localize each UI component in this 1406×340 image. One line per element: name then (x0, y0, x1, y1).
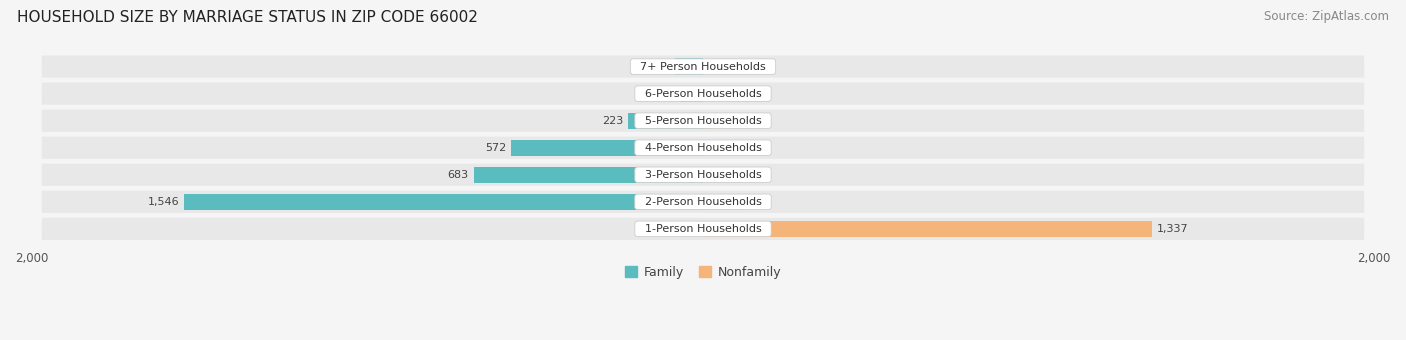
Text: 29: 29 (718, 116, 733, 126)
Bar (628, 113, 703, 129)
Text: 7+ Person Households: 7+ Person Households (633, 62, 773, 72)
Legend: Family, Nonfamily: Family, Nonfamily (620, 261, 786, 284)
Text: 1,546: 1,546 (148, 197, 179, 207)
FancyBboxPatch shape (42, 191, 1364, 213)
Text: 1,337: 1,337 (1157, 224, 1188, 234)
Text: 223: 223 (602, 116, 623, 126)
Text: 6-Person Households: 6-Person Households (638, 89, 768, 99)
FancyBboxPatch shape (42, 83, 1364, 105)
FancyBboxPatch shape (42, 109, 1364, 132)
Bar (703, 194, 744, 210)
Text: Source: ZipAtlas.com: Source: ZipAtlas.com (1264, 10, 1389, 23)
Text: 84: 84 (655, 62, 669, 72)
Text: 2-Person Households: 2-Person Households (637, 197, 769, 207)
Text: 1-Person Households: 1-Person Households (638, 224, 768, 234)
FancyBboxPatch shape (42, 164, 1364, 186)
Bar (510, 140, 703, 156)
Text: 68: 68 (661, 89, 675, 99)
Text: 3-Person Households: 3-Person Households (638, 170, 768, 180)
Text: 5-Person Households: 5-Person Households (638, 116, 768, 126)
Bar (474, 167, 703, 183)
Text: 683: 683 (447, 170, 468, 180)
Bar (703, 221, 1152, 237)
Bar (675, 58, 703, 75)
FancyBboxPatch shape (42, 218, 1364, 240)
Text: 4: 4 (710, 170, 717, 180)
FancyBboxPatch shape (42, 137, 1364, 159)
Bar (184, 194, 703, 210)
Text: 572: 572 (485, 143, 506, 153)
Bar (681, 86, 703, 102)
Text: 4-Person Households: 4-Person Households (637, 143, 769, 153)
Text: HOUSEHOLD SIZE BY MARRIAGE STATUS IN ZIP CODE 66002: HOUSEHOLD SIZE BY MARRIAGE STATUS IN ZIP… (17, 10, 478, 25)
FancyBboxPatch shape (42, 55, 1364, 78)
Bar (703, 113, 713, 129)
Text: 122: 122 (749, 197, 770, 207)
